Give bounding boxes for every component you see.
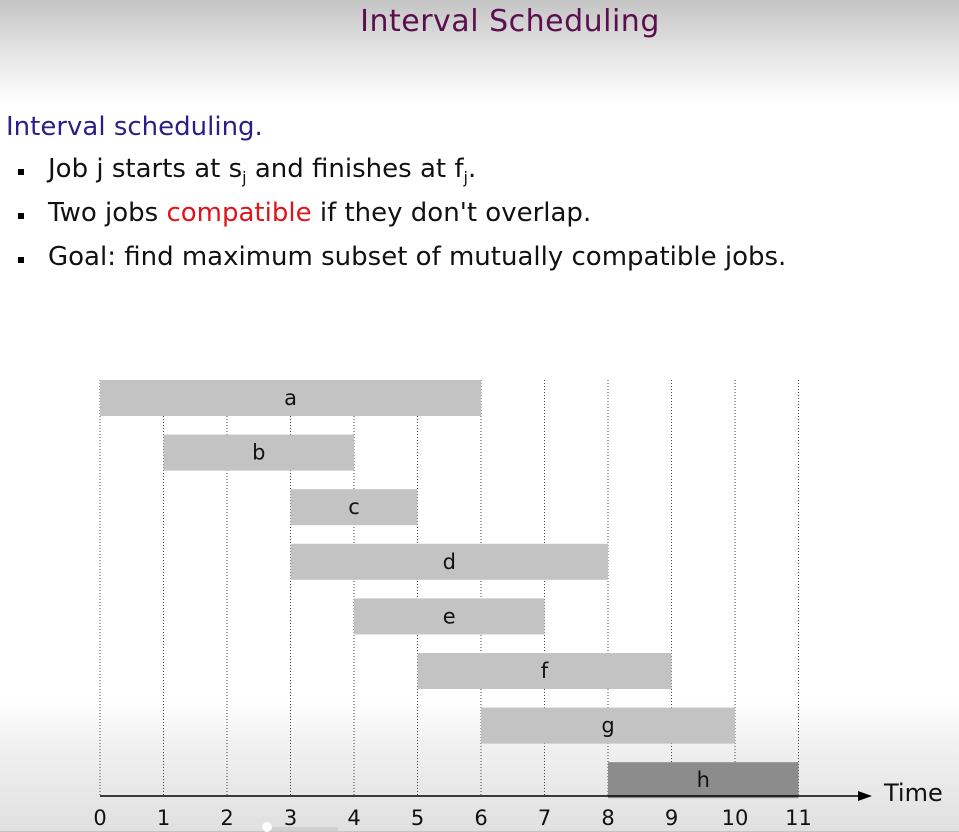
job-label-c: c xyxy=(348,495,360,519)
job-label-e: e xyxy=(443,604,456,628)
job-bar-a xyxy=(100,380,481,416)
tick-label-0: 0 xyxy=(93,806,106,830)
video-progress-knob[interactable] xyxy=(262,822,272,832)
tick-label-1: 1 xyxy=(157,806,170,830)
bullet-text-part: Job j starts at s xyxy=(48,154,243,184)
subscript-j: j xyxy=(242,168,247,188)
subscript-j: j xyxy=(463,168,468,188)
job-bar-f xyxy=(417,653,672,689)
job-bar-g xyxy=(481,707,735,744)
job-bar-e xyxy=(354,598,545,635)
job-label-a: a xyxy=(284,386,297,410)
bullet-text-part: if they don't overlap. xyxy=(311,198,592,228)
job-bar-d xyxy=(290,543,608,580)
job-label-f: f xyxy=(541,659,549,683)
tick-label-7: 7 xyxy=(538,806,551,830)
job-bar-c xyxy=(290,489,418,526)
slide-title: Interval Scheduling xyxy=(360,4,660,39)
job-label-d: d xyxy=(443,550,456,574)
bullet-marker xyxy=(18,168,24,175)
job-bar-h xyxy=(608,762,799,799)
job-bar-b xyxy=(163,434,354,471)
section-heading: Interval scheduling. xyxy=(6,112,263,142)
job-label-h: h xyxy=(697,768,710,792)
axis-arrow-icon xyxy=(858,791,872,801)
tick-label-5: 5 xyxy=(411,806,424,830)
tick-label-9: 9 xyxy=(665,806,678,830)
video-progress-bar[interactable] xyxy=(262,827,338,831)
job-label-g: g xyxy=(601,714,614,738)
bullet-marker xyxy=(18,212,24,219)
tick-label-6: 6 xyxy=(474,806,487,830)
highlight-compatible: compatible xyxy=(166,198,312,228)
tick-label-10: 10 xyxy=(722,806,749,830)
bullet-text-part: and finishes at f xyxy=(246,154,464,184)
bullet-text-part: Goal: find maximum subset of mutually co… xyxy=(48,242,787,272)
bullet-goal: Goal: find maximum subset of mutually co… xyxy=(18,242,786,272)
job-bars: a b c d e f g h xyxy=(100,380,799,799)
bullet-text-part: Two jobs xyxy=(48,198,167,228)
bullet-job-definition: Job j starts at sj and finishes at fj. xyxy=(18,154,476,187)
tick-label-2: 2 xyxy=(220,806,233,830)
tick-label-4: 4 xyxy=(347,806,360,830)
time-axis: 0 1 2 3 4 5 6 7 8 9 10 11 Time xyxy=(93,779,942,830)
bullet-compatible-definition: Two jobs compatible if they don't overla… xyxy=(18,198,591,228)
bullet-text-part: . xyxy=(467,154,477,184)
job-label-b: b xyxy=(252,441,265,465)
tick-label-3: 3 xyxy=(284,806,297,830)
tick-label-8: 8 xyxy=(601,806,614,830)
tick-label-11: 11 xyxy=(785,806,812,830)
bullet-marker xyxy=(18,256,24,263)
axis-title-time: Time xyxy=(883,779,943,807)
